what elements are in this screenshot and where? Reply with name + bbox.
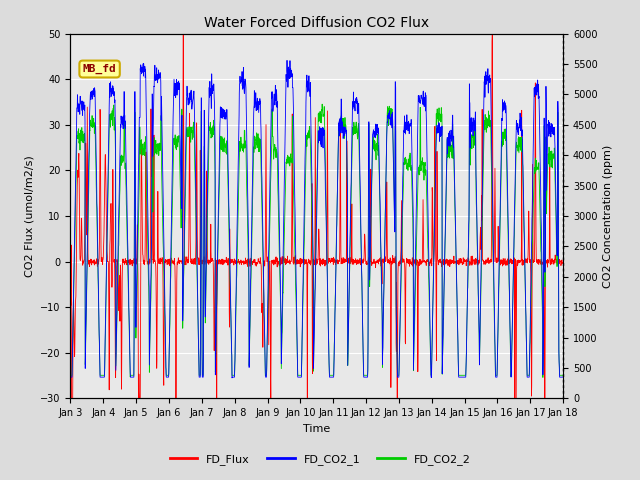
- FD_CO2_1: [516, 110, 524, 116]
- Y-axis label: CO2 Concentration (ppm): CO2 Concentration (ppm): [604, 144, 613, 288]
- FD_Flux: [67, 276, 74, 281]
- FD_CO2_2: [331, 323, 339, 328]
- FD_CO2_1: [228, 375, 236, 381]
- FD_CO2_2: [342, 127, 349, 133]
- FD_CO2_2: [516, 134, 524, 140]
- FD_Flux: [460, 260, 468, 266]
- FD_CO2_1: [67, 374, 74, 380]
- FD_CO2_1: [559, 374, 567, 380]
- FD_CO2_2: [460, 372, 468, 378]
- FD_Flux: [559, 260, 567, 266]
- FD_CO2_2: [530, 196, 538, 202]
- FD_CO2_1: [530, 114, 538, 120]
- FD_CO2_1: [331, 310, 339, 316]
- Legend: FD_Flux, FD_CO2_1, FD_CO2_2: FD_Flux, FD_CO2_1, FD_CO2_2: [165, 450, 475, 469]
- Line: FD_Flux: FD_Flux: [70, 34, 563, 398]
- FD_Flux: [516, 260, 524, 265]
- FD_CO2_2: [204, 188, 212, 193]
- FD_Flux: [204, 257, 212, 263]
- FD_CO2_1: [283, 58, 291, 63]
- Text: MB_fd: MB_fd: [83, 64, 116, 74]
- FD_CO2_1: [460, 374, 468, 380]
- Line: FD_CO2_1: FD_CO2_1: [70, 60, 563, 378]
- FD_CO2_2: [67, 372, 74, 378]
- FD_CO2_1: [342, 126, 349, 132]
- FD_Flux: [342, 258, 349, 264]
- FD_Flux: [530, 259, 538, 264]
- FD_CO2_2: [559, 372, 567, 378]
- X-axis label: Time: Time: [303, 424, 330, 433]
- FD_CO2_2: [318, 101, 326, 107]
- Y-axis label: CO2 Flux (umol/m2/s): CO2 Flux (umol/m2/s): [24, 155, 35, 277]
- FD_CO2_2: [539, 374, 547, 380]
- FD_Flux: [179, 31, 187, 36]
- FD_Flux: [68, 396, 76, 401]
- Title: Water Forced Diffusion CO2 Flux: Water Forced Diffusion CO2 Flux: [204, 16, 429, 30]
- Line: FD_CO2_2: FD_CO2_2: [70, 104, 563, 377]
- FD_Flux: [331, 257, 339, 263]
- FD_CO2_1: [204, 161, 212, 167]
